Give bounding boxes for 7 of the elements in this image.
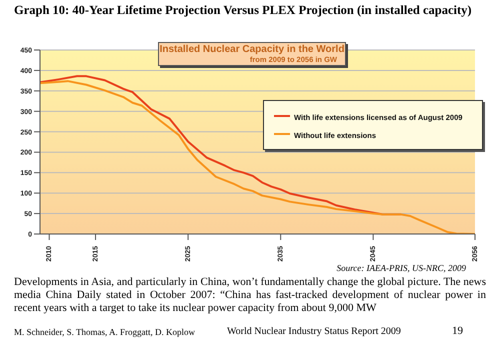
text: World Nuclear Industry Status Report 2009 <box>227 326 401 337</box>
text: 19 <box>452 325 463 337</box>
chart-title: Installed Nuclear Capacity in the World <box>159 44 345 55</box>
caption: Graph 10: 40-Year Lifetime Projection Versus PLEX Projection (in installed capacity) <box>14 3 472 18</box>
text: M. Schneider, S. Thomas, A. Froggatt, D. Koplow <box>14 327 195 337</box>
source-note: Source: IAEA-PRIS, US-NRC, 2009 <box>336 263 466 273</box>
text: Developments in Asia, and particularly in China, won’t fundamentally change the global picture. The news media China Daily stated in October 2007: “China has fast-tracked development of nuclear power in recent years with a target to take its nuclear power capacity from about 9,000 MW <box>14 276 486 315</box>
